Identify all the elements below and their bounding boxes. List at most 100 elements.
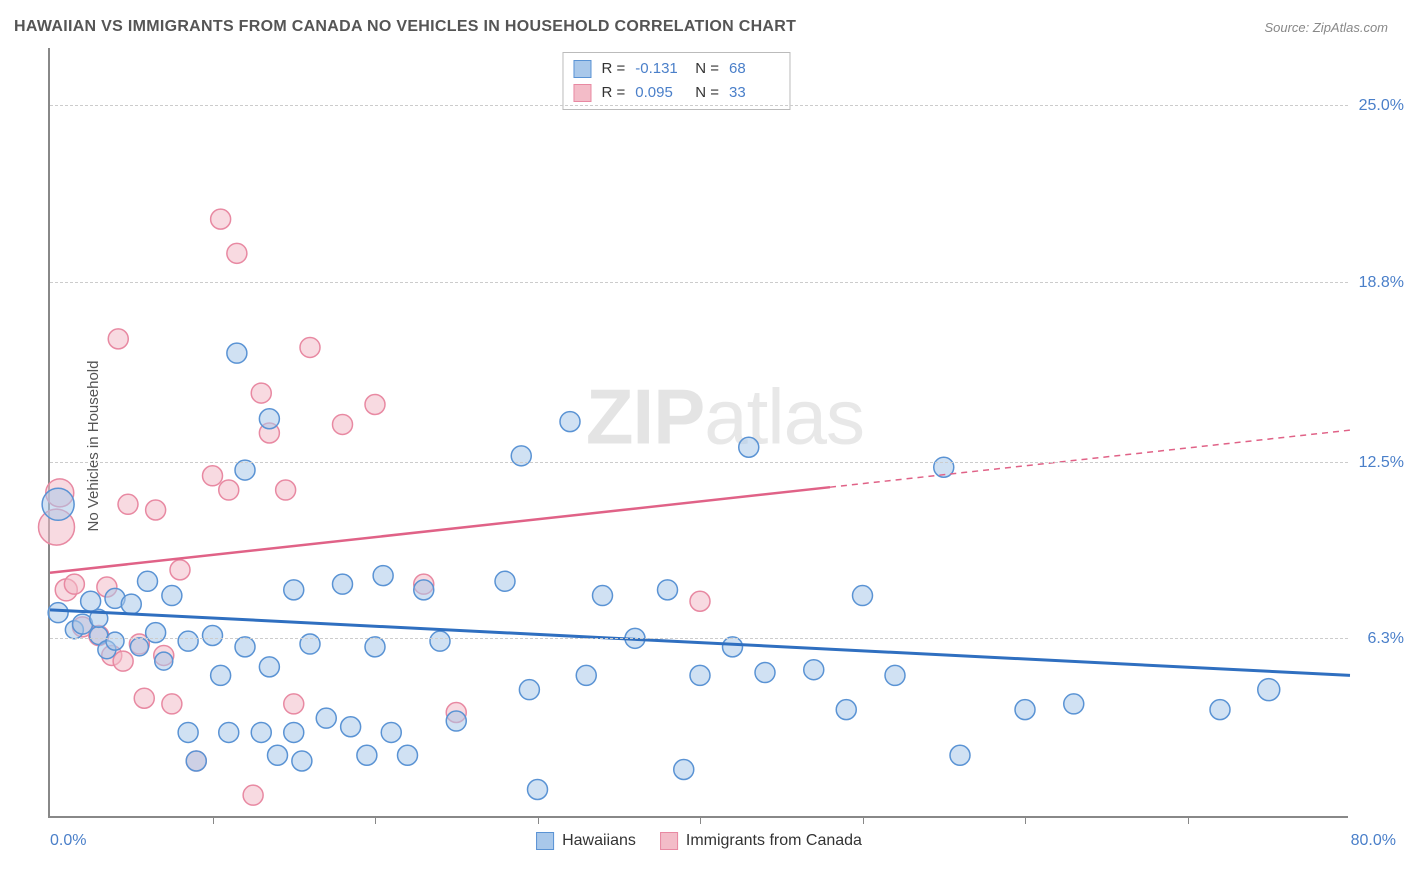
data-point-hawaiians: [398, 745, 418, 765]
data-point-hawaiians: [203, 625, 223, 645]
chart-container: HAWAIIAN VS IMMIGRANTS FROM CANADA NO VE…: [0, 0, 1406, 892]
chart-title: HAWAIIAN VS IMMIGRANTS FROM CANADA NO VE…: [14, 18, 796, 36]
data-point-hawaiians: [227, 343, 247, 363]
data-point-hawaiians: [658, 580, 678, 600]
data-point-hawaiians: [885, 665, 905, 685]
data-point-immigrants: [162, 694, 182, 714]
data-point-hawaiians: [121, 594, 141, 614]
data-point-hawaiians: [528, 779, 548, 799]
x-tick: [1025, 816, 1026, 824]
data-point-hawaiians: [723, 637, 743, 657]
data-point-hawaiians: [414, 580, 434, 600]
data-point-hawaiians: [235, 460, 255, 480]
x-tick: [538, 816, 539, 824]
series-legend: Hawaiians Immigrants from Canada: [536, 832, 862, 850]
data-point-immigrants: [108, 329, 128, 349]
data-point-hawaiians: [495, 571, 515, 591]
data-point-hawaiians: [950, 745, 970, 765]
data-point-hawaiians: [284, 722, 304, 742]
data-point-hawaiians: [138, 571, 158, 591]
data-point-hawaiians: [836, 700, 856, 720]
data-point-hawaiians: [130, 638, 148, 656]
data-point-hawaiians: [251, 722, 271, 742]
data-point-hawaiians: [162, 586, 182, 606]
x-axis-start-label: 0.0%: [50, 832, 86, 850]
data-point-hawaiians: [48, 603, 68, 623]
data-point-hawaiians: [446, 711, 466, 731]
gridline: 12.5%: [50, 462, 1348, 463]
y-tick-label: 12.5%: [1359, 454, 1404, 472]
x-tick: [1188, 816, 1189, 824]
data-point-immigrants: [251, 383, 271, 403]
data-point-hawaiians: [333, 574, 353, 594]
gridline: 25.0%: [50, 105, 1348, 106]
source-attribution: Source: ZipAtlas.com: [1264, 20, 1388, 35]
data-point-immigrants: [300, 337, 320, 357]
data-point-hawaiians: [576, 665, 596, 685]
data-point-hawaiians: [357, 745, 377, 765]
data-point-immigrants: [365, 394, 385, 414]
data-point-immigrants: [146, 500, 166, 520]
data-point-hawaiians: [211, 665, 231, 685]
data-point-hawaiians: [81, 591, 101, 611]
data-point-hawaiians: [1210, 700, 1230, 720]
data-point-immigrants: [219, 480, 239, 500]
data-point-hawaiians: [42, 488, 74, 520]
data-point-hawaiians: [560, 412, 580, 432]
data-point-immigrants: [284, 694, 304, 714]
y-tick-label: 6.3%: [1368, 630, 1404, 648]
swatch-icon: [536, 832, 554, 850]
data-point-hawaiians: [674, 760, 694, 780]
data-point-hawaiians: [292, 751, 312, 771]
data-point-immigrants: [227, 243, 247, 263]
y-tick-label: 25.0%: [1359, 97, 1404, 115]
x-axis-end-label: 80.0%: [1351, 832, 1396, 850]
gridline: 18.8%: [50, 282, 1348, 283]
data-point-hawaiians: [365, 637, 385, 657]
data-point-hawaiians: [430, 631, 450, 651]
data-point-hawaiians: [186, 751, 206, 771]
gridline: 6.3%: [50, 638, 1348, 639]
data-point-hawaiians: [853, 586, 873, 606]
data-point-immigrants: [134, 688, 154, 708]
data-point-immigrants: [170, 560, 190, 580]
data-point-hawaiians: [284, 580, 304, 600]
data-point-hawaiians: [259, 409, 279, 429]
scatter-plot-svg: [50, 48, 1348, 816]
data-point-hawaiians: [219, 722, 239, 742]
data-point-hawaiians: [511, 446, 531, 466]
data-point-hawaiians: [381, 722, 401, 742]
data-point-immigrants: [211, 209, 231, 229]
y-tick-label: 18.8%: [1359, 274, 1404, 292]
data-point-hawaiians: [316, 708, 336, 728]
x-tick: [213, 816, 214, 824]
data-point-hawaiians: [155, 652, 173, 670]
data-point-hawaiians: [106, 632, 124, 650]
data-point-hawaiians: [178, 722, 198, 742]
data-point-hawaiians: [300, 634, 320, 654]
data-point-hawaiians: [804, 660, 824, 680]
x-tick: [375, 816, 376, 824]
data-point-hawaiians: [593, 586, 613, 606]
data-point-hawaiians: [1015, 700, 1035, 720]
data-point-hawaiians: [373, 566, 393, 586]
data-point-immigrants: [64, 574, 84, 594]
data-point-immigrants: [203, 466, 223, 486]
x-tick: [863, 816, 864, 824]
data-point-hawaiians: [1064, 694, 1084, 714]
data-point-immigrants: [113, 651, 133, 671]
data-point-hawaiians: [519, 680, 539, 700]
data-point-hawaiians: [235, 637, 255, 657]
regression-line-immigrants: [50, 487, 830, 573]
data-point-immigrants: [333, 414, 353, 434]
legend-item-hawaiians: Hawaiians: [536, 832, 636, 850]
swatch-icon: [660, 832, 678, 850]
data-point-hawaiians: [268, 745, 288, 765]
data-point-hawaiians: [739, 437, 759, 457]
data-point-immigrants: [118, 494, 138, 514]
data-point-hawaiians: [755, 663, 775, 683]
data-point-immigrants: [243, 785, 263, 805]
data-point-hawaiians: [690, 665, 710, 685]
data-point-hawaiians: [178, 631, 198, 651]
data-point-hawaiians: [146, 623, 166, 643]
